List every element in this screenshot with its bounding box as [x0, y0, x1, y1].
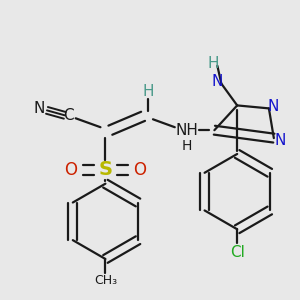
Text: N: N [267, 99, 278, 114]
Text: Cl: Cl [230, 244, 244, 260]
Text: NH: NH [175, 123, 198, 138]
Text: CH₃: CH₃ [94, 274, 117, 287]
Text: H: H [182, 139, 192, 153]
Text: N: N [274, 133, 286, 148]
Text: O: O [64, 161, 77, 179]
Text: H: H [142, 84, 154, 99]
Text: N: N [33, 101, 45, 116]
Text: N: N [212, 74, 223, 89]
Text: C: C [63, 108, 74, 123]
Text: S: S [98, 160, 112, 179]
Text: H: H [208, 56, 219, 71]
Text: O: O [134, 161, 147, 179]
